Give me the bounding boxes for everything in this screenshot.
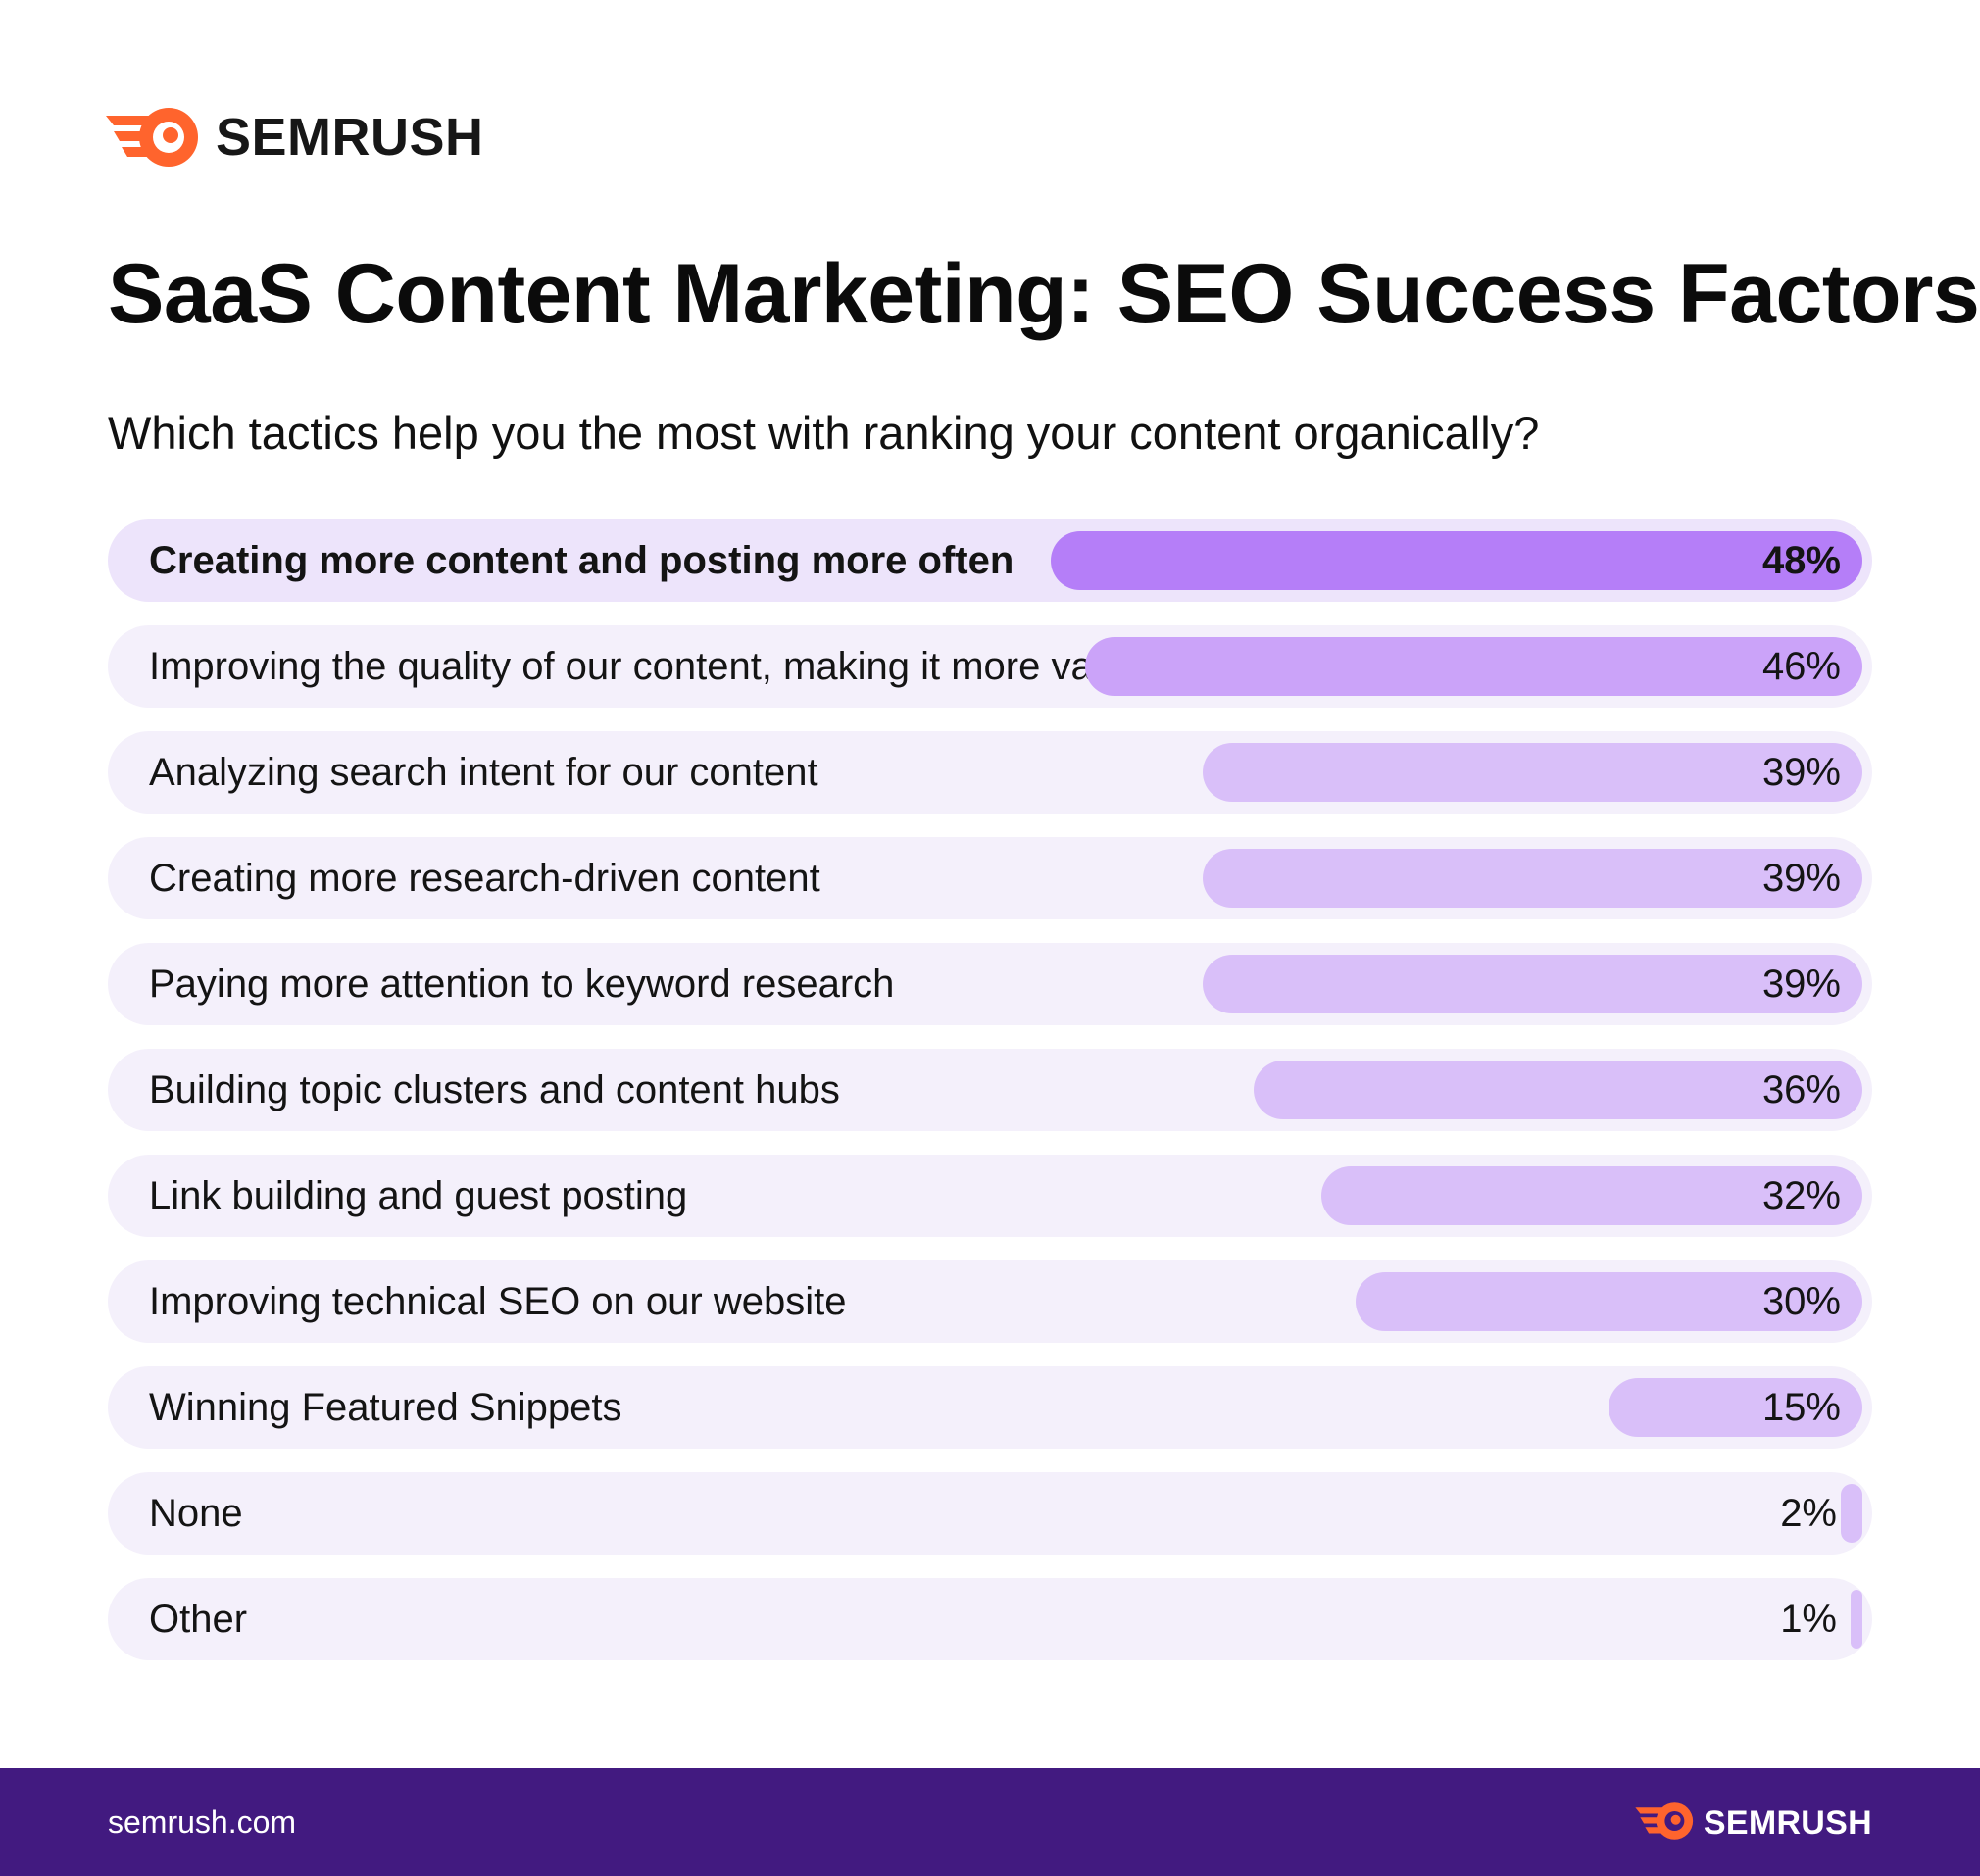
bar — [1355, 1272, 1862, 1331]
bar-row: Improving the quality of our content, ma… — [108, 625, 1872, 708]
category-label: Improving technical SEO on our website — [149, 1280, 847, 1323]
bar-row: Paying more attention to keyword researc… — [108, 943, 1872, 1025]
bar-row: Other 1% — [108, 1578, 1872, 1660]
bar-row: None 2% — [108, 1472, 1872, 1555]
bar-row: Winning Featured Snippets 15% — [108, 1366, 1872, 1449]
bar — [1851, 1590, 1862, 1649]
value-label: 30% — [1761, 1280, 1841, 1323]
bar-row: Creating more research-driven content 39% — [108, 837, 1872, 919]
footer-logo: SEMRUSH — [1635, 1802, 1872, 1846]
category-label: Paying more attention to keyword researc… — [149, 963, 895, 1006]
value-label: 46% — [1761, 645, 1841, 688]
bar — [1254, 1061, 1862, 1119]
value-label: 48% — [1761, 539, 1841, 582]
brand-name: SEMRUSH — [216, 108, 484, 167]
category-label: Link building and guest posting — [149, 1174, 688, 1217]
chart-subtitle: Which tactics help you the most with ran… — [108, 407, 1540, 459]
value-label: 15% — [1761, 1386, 1841, 1429]
value-label: 32% — [1761, 1174, 1841, 1217]
semrush-comet-icon — [106, 106, 202, 169]
bar — [1203, 743, 1862, 802]
bar — [1051, 531, 1862, 590]
category-label: None — [149, 1492, 243, 1535]
category-label: Creating more research-driven content — [149, 857, 820, 900]
bar-row: Link building and guest posting 32% — [108, 1155, 1872, 1237]
footer-semrush-comet-icon — [1635, 1802, 1696, 1846]
category-label: Improving the quality of our content, ma… — [149, 645, 1198, 688]
value-label: 39% — [1761, 963, 1841, 1006]
bar-row: Analyzing search intent for our content 3… — [108, 731, 1872, 814]
bar-row: Building topic clusters and content hubs… — [108, 1049, 1872, 1131]
footer: semrush.com SEMRUSH — [0, 1768, 1980, 1876]
value-label: 39% — [1761, 751, 1841, 794]
category-label: Building topic clusters and content hubs — [149, 1068, 840, 1111]
bar — [1841, 1484, 1862, 1543]
category-label: Analyzing search intent for our content — [149, 751, 818, 794]
category-label: Other — [149, 1598, 248, 1641]
bar — [1321, 1166, 1862, 1225]
bar — [1084, 637, 1862, 696]
bar-row: Improving technical SEO on our website 30… — [108, 1260, 1872, 1343]
value-label: 36% — [1761, 1068, 1841, 1111]
footer-brand-name: SEMRUSH — [1703, 1804, 1872, 1842]
footer-url[interactable]: semrush.com — [108, 1804, 297, 1840]
value-label: 2% — [1780, 1492, 1837, 1535]
category-label: Creating more content and posting more o… — [149, 539, 1015, 582]
semrush-logo: SEMRUSH — [106, 106, 484, 169]
bar — [1609, 1378, 1862, 1437]
value-label: 1% — [1780, 1598, 1837, 1641]
bar-row: Creating more content and posting more o… — [108, 519, 1872, 602]
chart-title: SaaS Content Marketing: SEO Success Fact… — [108, 247, 1980, 341]
bar — [1203, 955, 1862, 1013]
value-label: 39% — [1761, 857, 1841, 900]
bar — [1203, 849, 1862, 908]
category-label: Winning Featured Snippets — [149, 1386, 622, 1429]
